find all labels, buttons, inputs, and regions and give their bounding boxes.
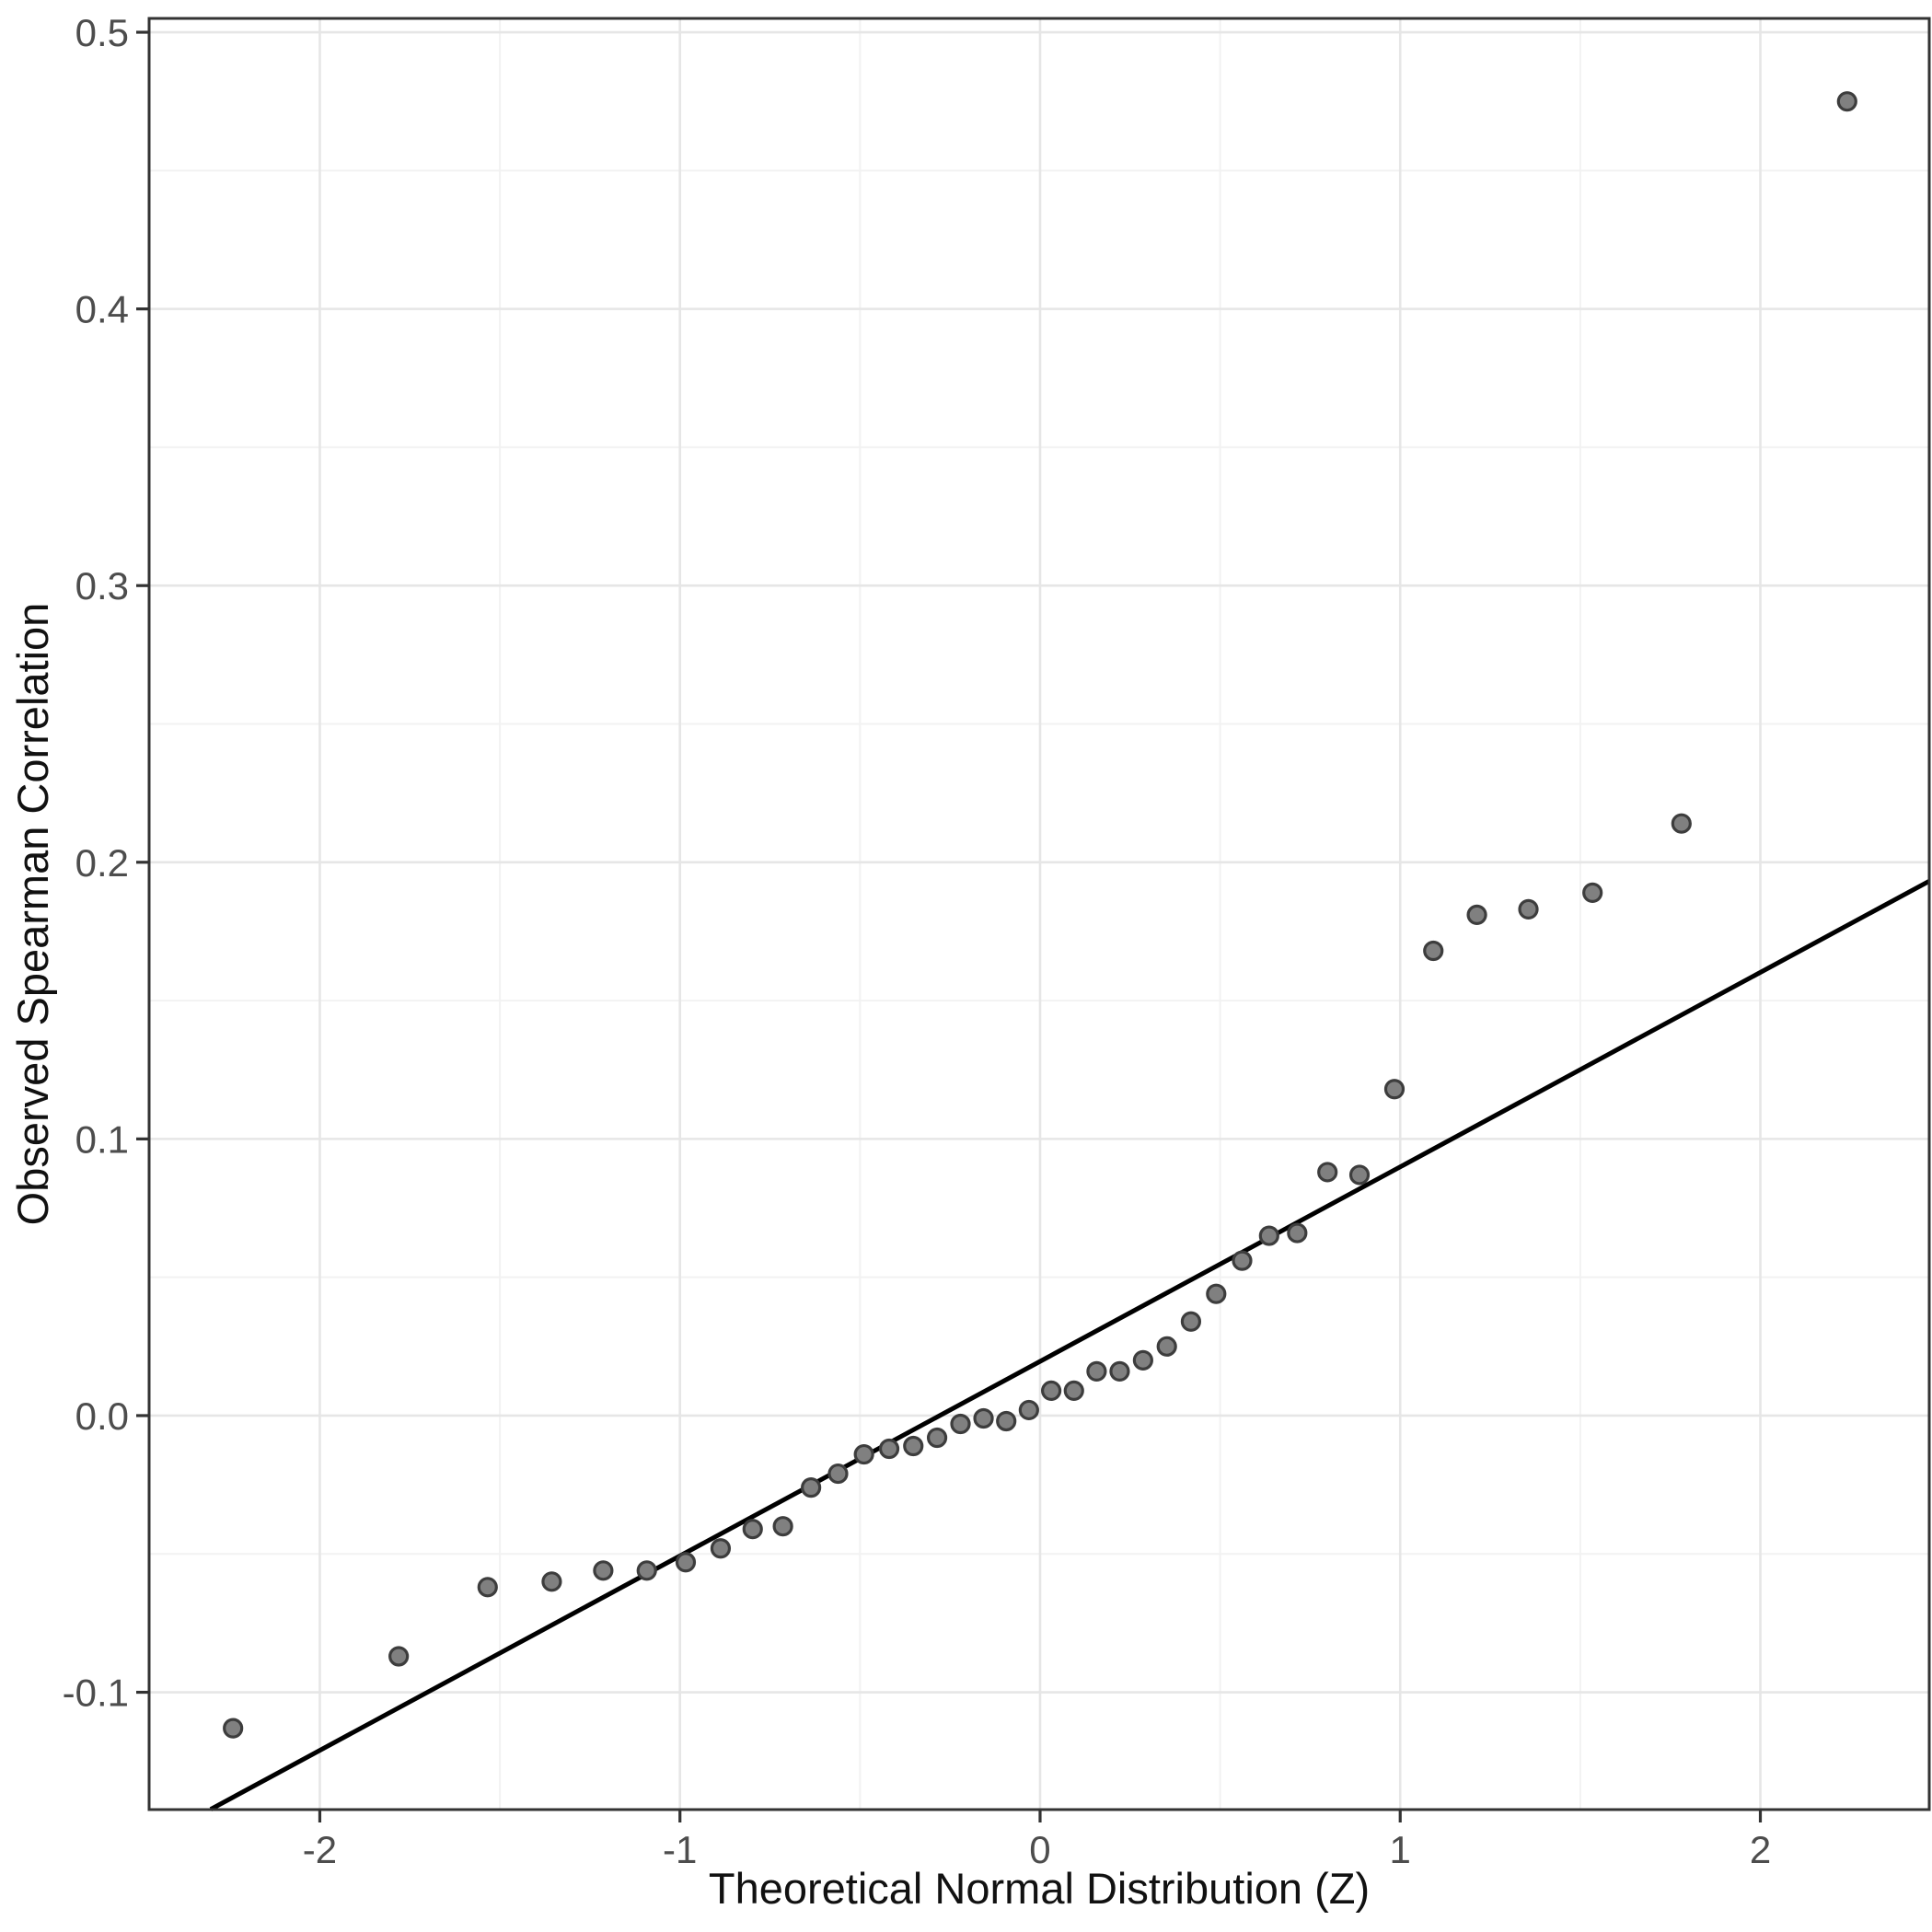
y-axis-tick-labels: 0.5 0.4 0.3 0.2 0.1 0.0 -0.1 bbox=[63, 11, 129, 1715]
data-point bbox=[1287, 1222, 1308, 1244]
data-point bbox=[1206, 1283, 1227, 1304]
data-point bbox=[541, 1571, 562, 1592]
data-point bbox=[1156, 1336, 1177, 1357]
data-point bbox=[223, 1718, 244, 1739]
data-point bbox=[1041, 1380, 1062, 1402]
data-point bbox=[950, 1413, 971, 1435]
x-tick-label: -2 bbox=[303, 1828, 337, 1871]
x-tick-label: 2 bbox=[1750, 1828, 1771, 1871]
data-point bbox=[1836, 91, 1857, 112]
data-point bbox=[973, 1407, 994, 1429]
data-point bbox=[1317, 1162, 1338, 1183]
y-tick-label: 0.1 bbox=[75, 1117, 129, 1161]
data-point bbox=[801, 1477, 822, 1498]
data-point bbox=[1258, 1225, 1279, 1246]
y-tick-label: -0.1 bbox=[63, 1672, 129, 1715]
y-tick-label: 0.4 bbox=[75, 288, 129, 331]
data-point bbox=[772, 1516, 793, 1537]
data-point bbox=[926, 1427, 948, 1449]
data-point bbox=[1063, 1380, 1084, 1402]
data-point bbox=[636, 1560, 657, 1581]
data-point bbox=[1232, 1250, 1253, 1271]
x-tick-label: -1 bbox=[663, 1828, 697, 1871]
y-tick-label: 0.0 bbox=[75, 1394, 129, 1438]
data-point bbox=[1132, 1349, 1153, 1371]
reference-line bbox=[209, 879, 1931, 1811]
y-axis-ticks bbox=[136, 30, 149, 1695]
data-point bbox=[477, 1577, 498, 1598]
data-point bbox=[878, 1438, 900, 1460]
data-point bbox=[1582, 882, 1603, 903]
data-point bbox=[593, 1560, 614, 1581]
y-tick-label: 0.3 bbox=[75, 564, 129, 607]
x-tick-label: 1 bbox=[1390, 1828, 1411, 1871]
data-point bbox=[1348, 1164, 1371, 1186]
data-point bbox=[996, 1410, 1017, 1432]
data-point bbox=[1086, 1360, 1107, 1382]
data-point bbox=[903, 1435, 924, 1457]
data-point bbox=[853, 1443, 874, 1465]
data-point bbox=[710, 1538, 732, 1559]
scatter-points bbox=[223, 91, 1857, 1739]
data-point bbox=[1423, 940, 1444, 962]
data-point bbox=[742, 1519, 763, 1540]
x-axis-ticks bbox=[318, 1810, 1763, 1822]
x-axis-title: Theoretical Normal Distribution (Z) bbox=[709, 1864, 1370, 1913]
data-point bbox=[1466, 904, 1487, 926]
y-tick-label: 0.5 bbox=[75, 11, 129, 54]
data-point bbox=[675, 1552, 697, 1573]
data-point bbox=[1671, 813, 1692, 834]
y-tick-label: 0.2 bbox=[75, 841, 129, 885]
major-gridlines bbox=[149, 18, 1929, 1810]
data-point bbox=[1018, 1399, 1039, 1421]
data-point bbox=[388, 1646, 410, 1667]
data-point bbox=[827, 1463, 849, 1485]
x-tick-label: 0 bbox=[1029, 1828, 1050, 1871]
data-point bbox=[1518, 898, 1539, 920]
y-axis-title: Observed Spearman Correlation bbox=[8, 603, 57, 1226]
data-point bbox=[1109, 1360, 1130, 1382]
x-axis-tick-labels: -2 -1 0 1 2 bbox=[303, 1828, 1771, 1871]
data-point bbox=[1180, 1311, 1202, 1332]
data-point bbox=[1383, 1079, 1406, 1100]
